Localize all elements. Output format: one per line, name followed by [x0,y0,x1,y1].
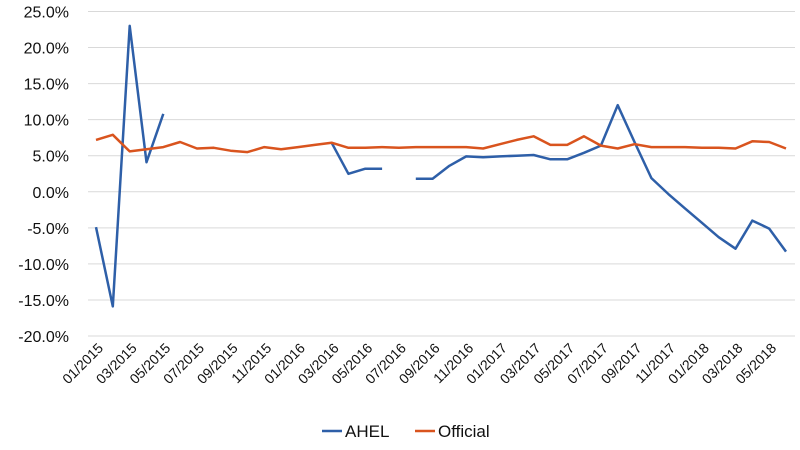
y-tick-label: 15.0% [24,77,69,94]
series-official [95,133,787,154]
gridlines [88,11,795,337]
y-tick-label: 25.0% [24,5,69,22]
y-tick-label: 0.0% [33,185,69,202]
series-line-segment [415,103,788,253]
y-tick-label: 5.0% [33,149,69,166]
series-line-segment [330,142,383,176]
legend-label: Official [438,422,490,441]
series-lines [94,24,788,308]
y-tick-label: -15.0% [18,293,69,310]
legend-label: AHEL [345,422,389,441]
x-axis: 01/201503/201505/201507/201509/201511/20… [59,340,779,387]
y-tick-label: 10.0% [24,113,69,130]
series-line-segment [95,133,787,154]
y-axis: 25.0% 20.0% 15.0% 10.0% 5.0% 0.0% -5.0% -10.0% -… [18,5,69,347]
legend: AHEL Official [322,422,490,441]
y-tick-label: -20.0% [18,329,69,346]
series-line-segment [94,24,165,308]
y-tick-label: -10.0% [18,257,69,274]
y-tick-label: -5.0% [27,221,69,238]
y-tick-label: 20.0% [24,41,69,58]
